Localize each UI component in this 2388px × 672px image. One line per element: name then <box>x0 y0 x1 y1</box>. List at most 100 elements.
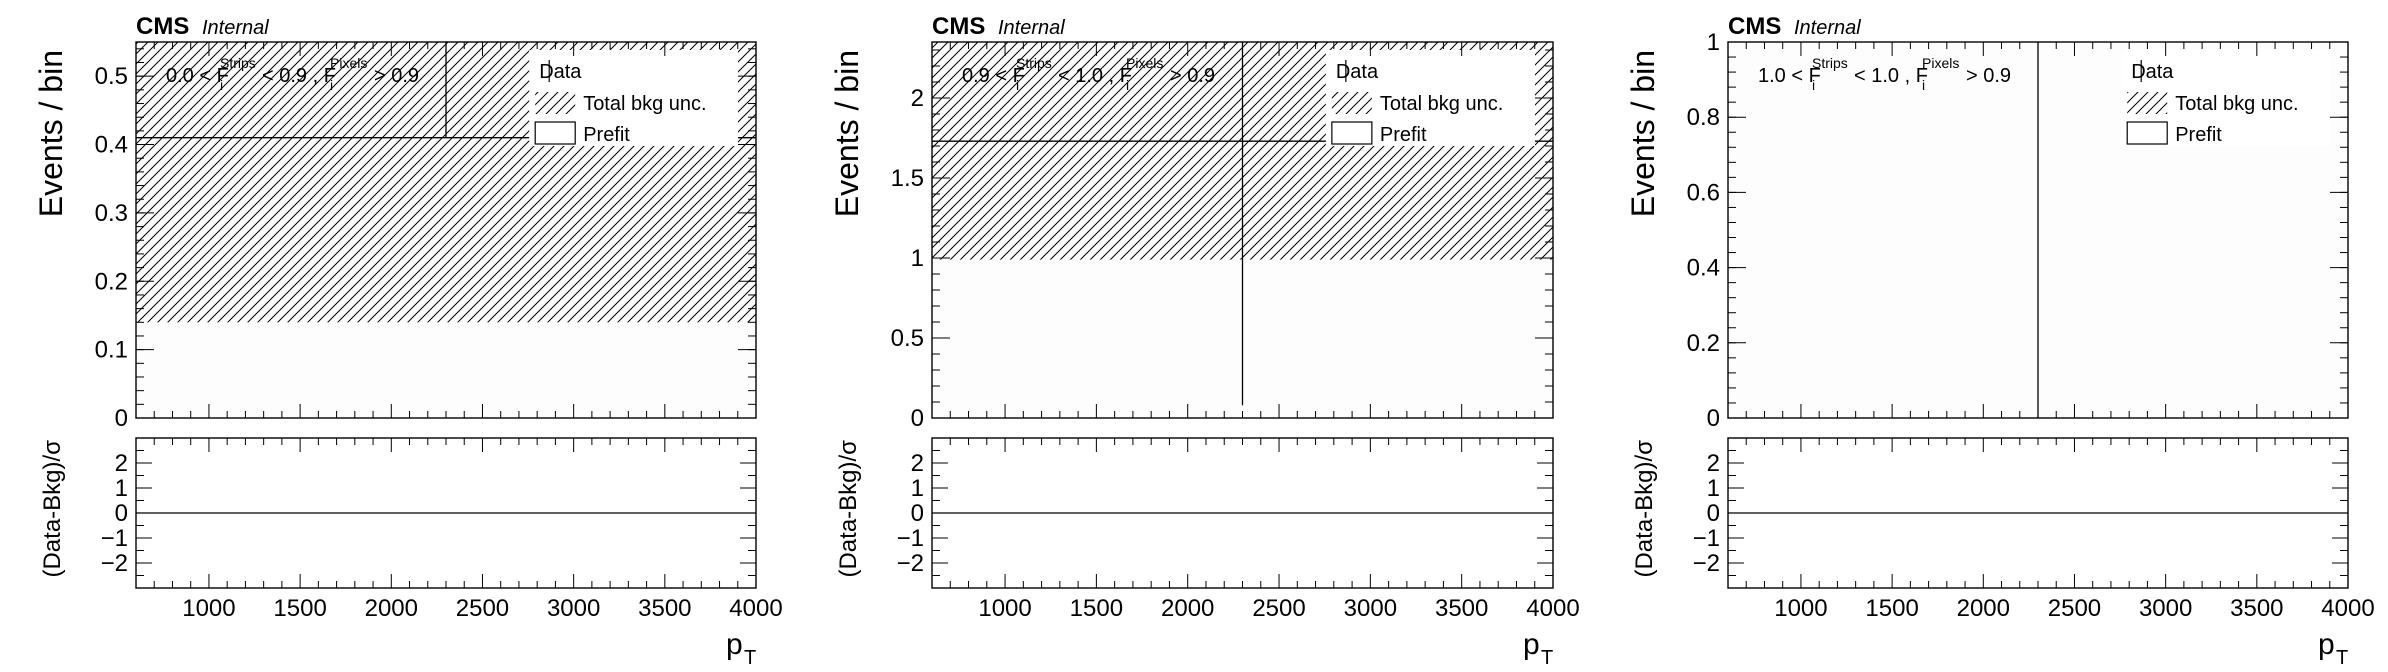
ratio-tick-label: −1 <box>101 525 128 552</box>
x-tick-label: 3000 <box>547 595 600 622</box>
selection-lo: 0.9 < F <box>962 65 1025 87</box>
x-tick-label: 3000 <box>1344 595 1397 622</box>
y-tick-label: 0.3 <box>95 200 128 227</box>
y-tick-label: 0.1 <box>95 337 128 364</box>
x-tick-label: 3000 <box>2139 595 2192 622</box>
y-tick-label: 0.2 <box>95 268 128 295</box>
status-label: Internal <box>1794 17 1861 39</box>
selection-pixels: > 0.9 <box>1966 65 2011 87</box>
x-tick-label: 2500 <box>456 595 509 622</box>
cms-label: CMS <box>932 13 985 40</box>
legend-unc-label: Total bkg unc. <box>1380 93 1503 115</box>
y-tick-label: 0.4 <box>1687 255 1720 282</box>
selection-sub-i-2: i <box>1126 77 1129 93</box>
y-tick-label: 1.5 <box>891 165 924 192</box>
x-axis-label-sub: T <box>1541 647 1553 669</box>
ratio-y-axis-label: (Data-Bkg)/σ <box>39 440 66 578</box>
ratio-tick-label: −2 <box>1693 550 1720 577</box>
selection-sup-strips: Strips <box>220 55 256 71</box>
y-tick-label: 0.5 <box>891 325 924 352</box>
x-tick-label: 1500 <box>273 595 326 622</box>
x-tick-label: 4000 <box>2321 595 2374 622</box>
x-tick-label: 2500 <box>1252 595 1305 622</box>
legend-prefit-swatch <box>1331 121 1373 145</box>
x-tick-label: 3500 <box>638 595 691 622</box>
status-label: Internal <box>998 17 1065 39</box>
x-tick-label: 2000 <box>1161 595 1214 622</box>
x-axis-label-sub: T <box>744 647 756 669</box>
selection-hi: < 1.0 , F <box>1058 65 1132 87</box>
legend-prefit-swatch <box>2126 121 2168 145</box>
legend-prefit-label: Prefit <box>583 124 630 146</box>
y-axis-label: Events / bin <box>33 50 69 217</box>
x-tick-label: 2000 <box>1957 595 2010 622</box>
selection-sub-i-2: i <box>1922 77 1925 93</box>
legend-prefit-label: Prefit <box>2175 124 2222 146</box>
selection-sup-pixels: Pixels <box>330 55 367 71</box>
x-tick-label: 1500 <box>1865 595 1918 622</box>
x-tick-label: 4000 <box>1526 595 1579 622</box>
ratio-tick-label: −2 <box>101 550 128 577</box>
y-axis-label: Events / bin <box>1625 50 1661 217</box>
x-axis-label-sub: T <box>2336 647 2348 669</box>
x-axis-label: p <box>1523 628 1540 661</box>
x-tick-label: 1500 <box>1070 595 1123 622</box>
y-tick-label: 0 <box>911 405 924 432</box>
status-label: Internal <box>202 17 269 39</box>
x-tick-label: 3500 <box>1435 595 1488 622</box>
legend-unc-label: Total bkg unc. <box>2175 93 2298 115</box>
y-tick-label: 0 <box>1707 405 1720 432</box>
ratio-tick-label: 2 <box>1707 450 1720 477</box>
selection-pixels: > 0.9 <box>374 65 419 87</box>
cms-label: CMS <box>1728 13 1781 40</box>
y-tick-label: 0.2 <box>1687 330 1720 357</box>
selection-lo: 1.0 < F <box>1758 65 1821 87</box>
legend-unc-label: Total bkg unc. <box>583 93 706 115</box>
y-tick-label: 0.4 <box>95 132 128 159</box>
legend-data-label: Data <box>2131 61 2174 83</box>
legend-data-label: Data <box>539 61 582 83</box>
x-tick-label: 2000 <box>365 595 418 622</box>
selection-sup-pixels: Pixels <box>1922 55 1959 71</box>
selection-sup-strips: Strips <box>1016 55 1052 71</box>
cms-label: CMS <box>136 13 189 40</box>
selection-hi: < 0.9 , F <box>262 65 336 87</box>
ratio-tick-label: 0 <box>1707 500 1720 527</box>
x-tick-label: 2500 <box>2048 595 2101 622</box>
x-tick-label: 3500 <box>2230 595 2283 622</box>
selection-lo: 0.0 < F <box>166 65 229 87</box>
legend-unc-swatch <box>2127 92 2168 114</box>
y-tick-label: 1 <box>911 245 924 272</box>
y-tick-label: 2 <box>911 85 924 112</box>
legend-data-label: Data <box>1336 61 1379 83</box>
selection-sup-strips: Strips <box>1812 55 1848 71</box>
ratio-tick-label: 1 <box>115 475 128 502</box>
selection-pixels: > 0.9 <box>1170 65 1215 87</box>
ratio-tick-label: 2 <box>911 450 924 477</box>
y-tick-label: 0 <box>115 405 128 432</box>
y-tick-label: 1 <box>1707 29 1720 56</box>
y-tick-label: 0.8 <box>1687 104 1720 131</box>
legend-unc-swatch <box>535 92 576 114</box>
x-tick-label: 1000 <box>182 595 235 622</box>
y-tick-label: 0.5 <box>95 63 128 90</box>
y-axis-label: Events / bin <box>829 50 865 217</box>
y-tick-label: 0.6 <box>1687 179 1720 206</box>
ratio-tick-label: −1 <box>897 525 924 552</box>
ratio-tick-label: 2 <box>115 450 128 477</box>
legend-prefit-label: Prefit <box>1380 124 1427 146</box>
x-tick-label: 1000 <box>1774 595 1827 622</box>
ratio-tick-label: 1 <box>1707 475 1720 502</box>
selection-sub-i-1: i <box>220 77 223 93</box>
ratio-tick-label: −2 <box>897 550 924 577</box>
selection-sub-i-1: i <box>1016 77 1019 93</box>
x-axis-label: p <box>726 628 743 661</box>
ratio-tick-label: 0 <box>115 500 128 527</box>
selection-sup-pixels: Pixels <box>1126 55 1163 71</box>
